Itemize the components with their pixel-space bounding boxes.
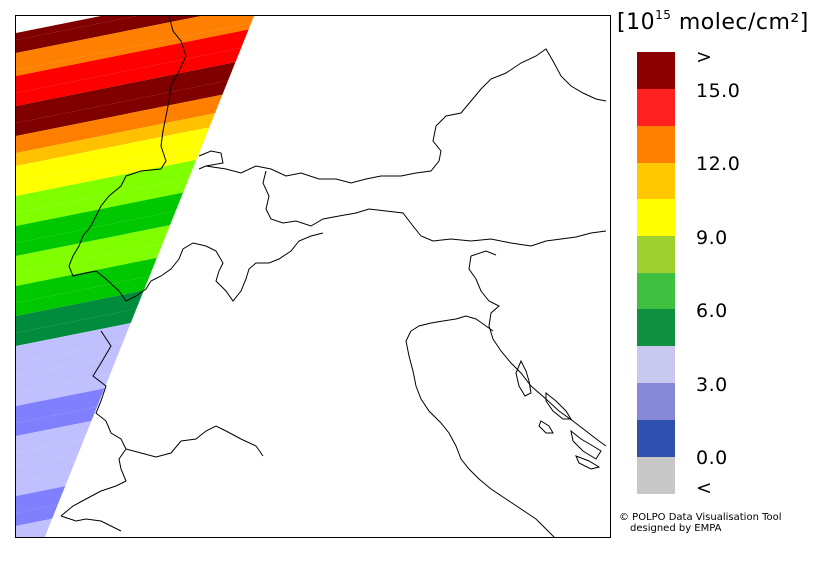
swath-band xyxy=(16,49,254,126)
swath-band xyxy=(16,36,254,109)
legend-label-15: 15.0 xyxy=(696,80,741,102)
legend-swatch xyxy=(637,89,675,126)
legend-label-6: 6.0 xyxy=(696,300,728,322)
legend-unit-label: [1015 molec/cm²] xyxy=(617,8,809,35)
swath-band xyxy=(16,16,254,56)
map-canvas xyxy=(16,16,607,537)
legend-swatch xyxy=(637,126,675,163)
swath-band xyxy=(16,16,254,43)
border-line xyxy=(198,150,224,170)
credit-line-1: © POLPO Data Visualisation Tool xyxy=(619,512,782,523)
swath-band xyxy=(16,66,254,139)
border-line xyxy=(150,232,324,302)
island xyxy=(545,391,572,420)
border-line xyxy=(60,330,127,517)
legend-swatch xyxy=(637,346,675,383)
legend-label-9: 9.0 xyxy=(696,227,728,249)
border-line xyxy=(68,16,187,302)
coastline xyxy=(410,315,494,332)
island xyxy=(538,420,554,434)
swath-band xyxy=(16,16,254,79)
legend-swatch xyxy=(637,163,675,200)
coastline xyxy=(180,425,264,457)
legend-label-3: 3.0 xyxy=(696,374,728,396)
island xyxy=(515,359,532,397)
legend-swatch xyxy=(637,199,675,236)
map-panel xyxy=(15,15,611,538)
country-borders xyxy=(60,16,607,537)
credit-line-2: designed by EMPA xyxy=(630,523,722,534)
legend-swatch xyxy=(637,236,675,273)
legend-label-above: > xyxy=(696,46,713,68)
border-line xyxy=(470,250,497,257)
legend-swatch xyxy=(637,52,675,89)
border-line xyxy=(125,280,152,302)
legend-label-0: 0.0 xyxy=(696,447,728,469)
legend-swatch xyxy=(637,273,675,310)
coastline xyxy=(60,515,122,532)
border-line xyxy=(468,255,607,447)
legend-label-below: < xyxy=(696,477,713,499)
island xyxy=(570,429,602,460)
coastline xyxy=(125,440,182,458)
swath-band xyxy=(16,16,254,73)
legend-swatch xyxy=(637,383,675,420)
swath-band xyxy=(16,19,254,96)
island xyxy=(575,455,601,470)
border-line xyxy=(262,170,607,247)
legend-swatch xyxy=(637,309,675,346)
legend-label-12: 12.0 xyxy=(696,153,741,175)
legend-swatch xyxy=(637,420,675,457)
border-line xyxy=(205,48,607,184)
coastline xyxy=(405,330,555,537)
legend-swatch xyxy=(637,457,675,494)
